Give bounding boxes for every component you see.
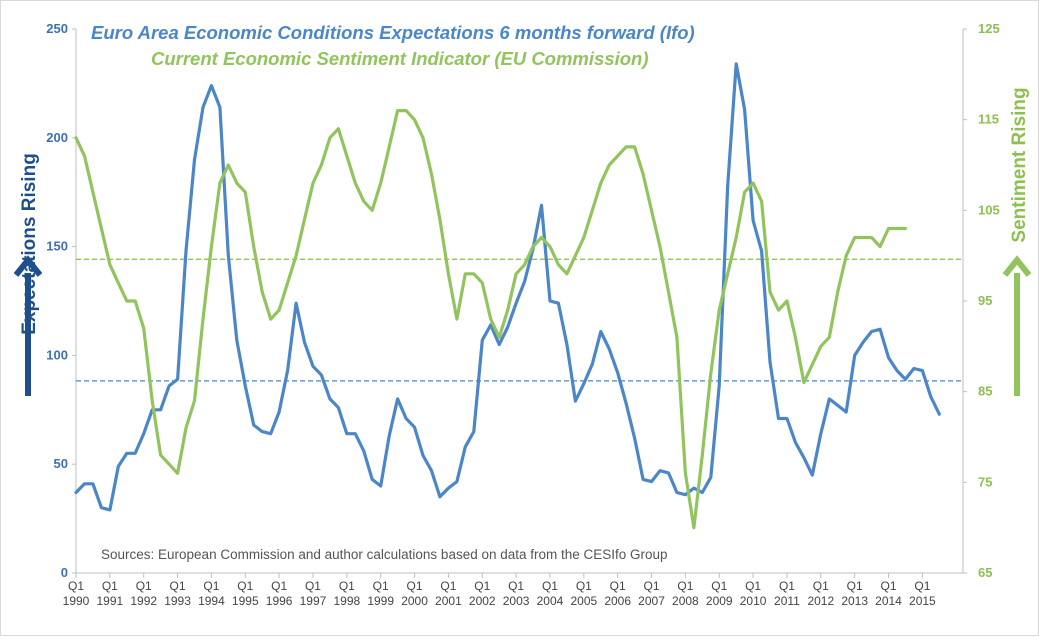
x-tick-quarter-label: Q1 bbox=[610, 579, 626, 593]
chart-title-series1: Euro Area Economic Conditions Expectatio… bbox=[91, 22, 695, 43]
right-tick-label: 85 bbox=[978, 384, 992, 399]
x-tick-quarter-label: Q1 bbox=[68, 579, 84, 593]
x-tick-year-label: 1993 bbox=[164, 594, 191, 608]
x-tick-quarter-label: Q1 bbox=[677, 579, 693, 593]
x-tick-quarter-label: Q1 bbox=[881, 579, 897, 593]
x-tick-quarter-label: Q1 bbox=[813, 579, 829, 593]
x-tick-quarter-label: Q1 bbox=[847, 579, 863, 593]
x-tick-year-label: 1998 bbox=[333, 594, 360, 608]
x-tick-year-label: 2014 bbox=[875, 594, 902, 608]
x-tick-year-label: 2002 bbox=[469, 594, 496, 608]
x-tick-quarter-label: Q1 bbox=[576, 579, 592, 593]
x-tick-year-label: 2005 bbox=[570, 594, 597, 608]
x-tick-year-label: 1996 bbox=[266, 594, 293, 608]
x-tick-year-label: 2011 bbox=[774, 594, 800, 608]
x-tick-year-label: 2001 bbox=[435, 594, 462, 608]
right-tick-label: 95 bbox=[978, 293, 992, 308]
right-tick-label: 125 bbox=[978, 21, 1000, 36]
x-tick-year-label: 2000 bbox=[401, 594, 428, 608]
x-tick-quarter-label: Q1 bbox=[745, 579, 761, 593]
x-tick-year-label: 2012 bbox=[807, 594, 834, 608]
x-tick-year-label: 2007 bbox=[638, 594, 665, 608]
x-tick-quarter-label: Q1 bbox=[474, 579, 490, 593]
x-tick-quarter-label: Q1 bbox=[440, 579, 456, 593]
x-tick-quarter-label: Q1 bbox=[407, 579, 423, 593]
x-tick-year-label: 1999 bbox=[367, 594, 394, 608]
x-tick-quarter-label: Q1 bbox=[237, 579, 253, 593]
x-tick-quarter-label: Q1 bbox=[373, 579, 389, 593]
x-tick-year-label: 1991 bbox=[97, 594, 124, 608]
x-tick-quarter-label: Q1 bbox=[339, 579, 355, 593]
tick-labels: 05010015020025065758595105115125Q11990Q1… bbox=[46, 21, 999, 608]
x-tick-year-label: 2010 bbox=[740, 594, 767, 608]
x-tick-quarter-label: Q1 bbox=[914, 579, 930, 593]
x-tick-year-label: 2003 bbox=[503, 594, 530, 608]
chart-title-series2: Current Economic Sentiment Indicator (EU… bbox=[151, 48, 649, 69]
right-up-arrow-icon bbox=[1005, 260, 1029, 396]
x-tick-quarter-label: Q1 bbox=[136, 579, 152, 593]
x-tick-year-label: 1995 bbox=[232, 594, 259, 608]
x-tick-year-label: 2009 bbox=[706, 594, 733, 608]
x-tick-year-label: 1992 bbox=[130, 594, 157, 608]
x-tick-year-label: 2008 bbox=[672, 594, 699, 608]
x-tick-year-label: 2015 bbox=[909, 594, 936, 608]
x-tick-quarter-label: Q1 bbox=[644, 579, 660, 593]
left-tick-label: 100 bbox=[46, 347, 68, 362]
right-tick-label: 105 bbox=[978, 202, 1000, 217]
x-tick-quarter-label: Q1 bbox=[203, 579, 219, 593]
x-tick-quarter-label: Q1 bbox=[711, 579, 727, 593]
left-tick-label: 250 bbox=[46, 21, 68, 36]
x-tick-year-label: 1997 bbox=[300, 594, 327, 608]
right-tick-label: 115 bbox=[978, 112, 999, 127]
series-layer bbox=[76, 64, 939, 528]
x-tick-quarter-label: Q1 bbox=[779, 579, 795, 593]
right-axis-label: Sentiment Rising bbox=[1009, 87, 1030, 242]
x-tick-year-label: 1990 bbox=[63, 594, 90, 608]
x-tick-year-label: 2013 bbox=[841, 594, 868, 608]
left-tick-label: 0 bbox=[61, 565, 68, 580]
x-tick-quarter-label: Q1 bbox=[508, 579, 524, 593]
x-tick-quarter-label: Q1 bbox=[170, 579, 186, 593]
x-tick-quarter-label: Q1 bbox=[271, 579, 287, 593]
left-tick-label: 50 bbox=[54, 456, 68, 471]
source-note: Sources: European Commission and author … bbox=[101, 547, 668, 562]
left-tick-label: 150 bbox=[46, 239, 68, 254]
x-tick-quarter-label: Q1 bbox=[305, 579, 321, 593]
series-line-sentiment-indicator bbox=[76, 111, 905, 528]
left-tick-label: 200 bbox=[46, 130, 68, 145]
x-tick-year-label: 2004 bbox=[537, 594, 564, 608]
right-tick-label: 75 bbox=[978, 474, 992, 489]
x-tick-year-label: 1994 bbox=[198, 594, 225, 608]
x-tick-quarter-label: Q1 bbox=[542, 579, 558, 593]
right-tick-label: 65 bbox=[978, 565, 992, 580]
x-tick-year-label: 2006 bbox=[604, 594, 631, 608]
x-tick-quarter-label: Q1 bbox=[102, 579, 118, 593]
